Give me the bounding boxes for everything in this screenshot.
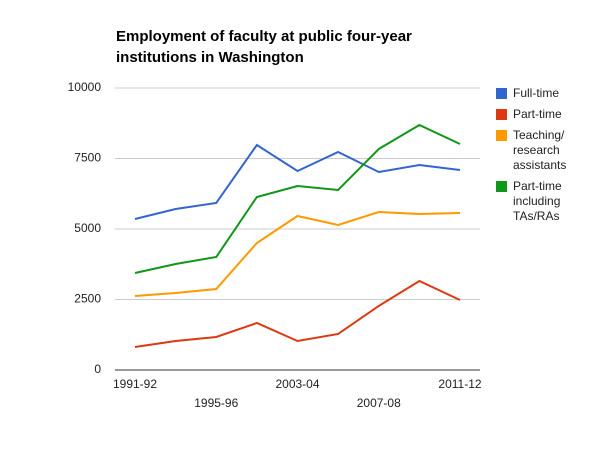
series-line xyxy=(134,279,461,348)
legend-label: Part-time xyxy=(513,107,562,121)
legend-swatch xyxy=(496,109,507,120)
legend-swatch xyxy=(496,181,507,192)
y-tick-label: 2500 xyxy=(74,292,101,306)
y-tick-label: 5000 xyxy=(74,221,101,235)
legend-label: Full-time xyxy=(513,86,560,100)
series-line xyxy=(134,210,461,298)
legend-item: Part-time including TAs/RAs xyxy=(496,179,579,224)
legend: Full-time Part-time Teaching/ research ass… xyxy=(496,86,592,230)
series-line xyxy=(134,143,461,220)
series-line xyxy=(134,123,461,274)
y-tick-label: 0 xyxy=(94,362,101,376)
legend-swatch xyxy=(496,130,507,141)
legend-item: Full-time xyxy=(496,86,579,101)
legend-item: Teaching/ research assistants xyxy=(496,128,579,173)
x-tick-label: 2011-12 xyxy=(438,377,481,391)
legend-label: Part-time including TAs/RAs xyxy=(513,179,562,223)
x-tick-label: 1995-96 xyxy=(194,396,238,410)
legend-label: Teaching/ research assistants xyxy=(513,128,567,172)
legend-swatch xyxy=(496,88,507,99)
x-tick-label: 1991-92 xyxy=(113,377,157,391)
y-tick-label: 7500 xyxy=(74,151,101,165)
x-tick-label: 2003-04 xyxy=(275,377,319,391)
x-tick-label: 2007-08 xyxy=(357,396,401,410)
y-tick-label: 10000 xyxy=(68,80,102,94)
chart-title: Employment of faculty at public four-yea… xyxy=(116,28,412,66)
legend-item: Part-time xyxy=(496,107,579,122)
